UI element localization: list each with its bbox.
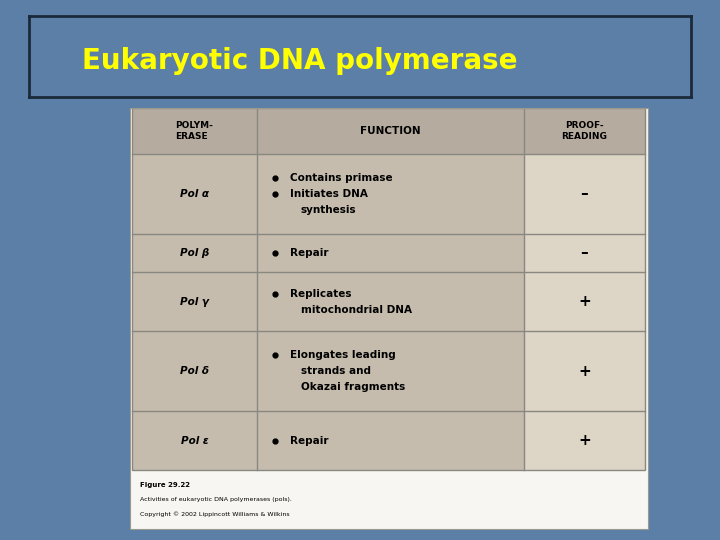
Text: Elongates leading: Elongates leading xyxy=(290,350,396,360)
Bar xyxy=(523,272,645,331)
Text: synthesis: synthesis xyxy=(301,205,356,215)
Text: PROOF-
READING: PROOF- READING xyxy=(562,121,608,140)
Bar xyxy=(523,411,645,470)
Text: Contains primase: Contains primase xyxy=(290,173,393,183)
Text: –: – xyxy=(580,245,588,260)
Text: –: – xyxy=(580,186,588,201)
Bar xyxy=(132,411,523,470)
Text: Okazai fragments: Okazai fragments xyxy=(301,382,405,392)
Bar xyxy=(523,154,645,234)
Text: Activities of eukaryotic DNA polymerases (pols).: Activities of eukaryotic DNA polymerases… xyxy=(140,497,292,502)
Text: Pol ε: Pol ε xyxy=(181,436,208,446)
Bar xyxy=(132,331,523,411)
Text: Copyright © 2002 Lippincott Williams & Wilkins: Copyright © 2002 Lippincott Williams & W… xyxy=(140,511,289,517)
Text: +: + xyxy=(578,294,591,309)
Bar xyxy=(523,331,645,411)
Text: strands and: strands and xyxy=(301,366,371,376)
Text: POLYM-
ERASE: POLYM- ERASE xyxy=(176,121,213,140)
Bar xyxy=(132,234,523,272)
Bar xyxy=(523,234,645,272)
Text: Repair: Repair xyxy=(290,436,329,446)
Text: Pol β: Pol β xyxy=(180,248,209,258)
Text: Pol δ: Pol δ xyxy=(180,366,209,376)
Text: Eukaryotic DNA polymerase: Eukaryotic DNA polymerase xyxy=(82,47,517,75)
Text: +: + xyxy=(578,433,591,448)
Text: +: + xyxy=(578,363,591,379)
Text: Figure 29.22: Figure 29.22 xyxy=(140,482,190,488)
Bar xyxy=(132,272,523,331)
Text: Repair: Repair xyxy=(290,248,329,258)
Bar xyxy=(132,108,645,470)
Text: Replicates: Replicates xyxy=(290,288,352,299)
Text: Pol γ: Pol γ xyxy=(180,296,209,307)
Text: Pol α: Pol α xyxy=(180,189,209,199)
Text: mitochondrial DNA: mitochondrial DNA xyxy=(301,305,412,314)
Bar xyxy=(132,154,523,234)
Text: FUNCTION: FUNCTION xyxy=(360,126,420,136)
Text: Initiates DNA: Initiates DNA xyxy=(290,189,368,199)
Bar xyxy=(132,108,645,154)
